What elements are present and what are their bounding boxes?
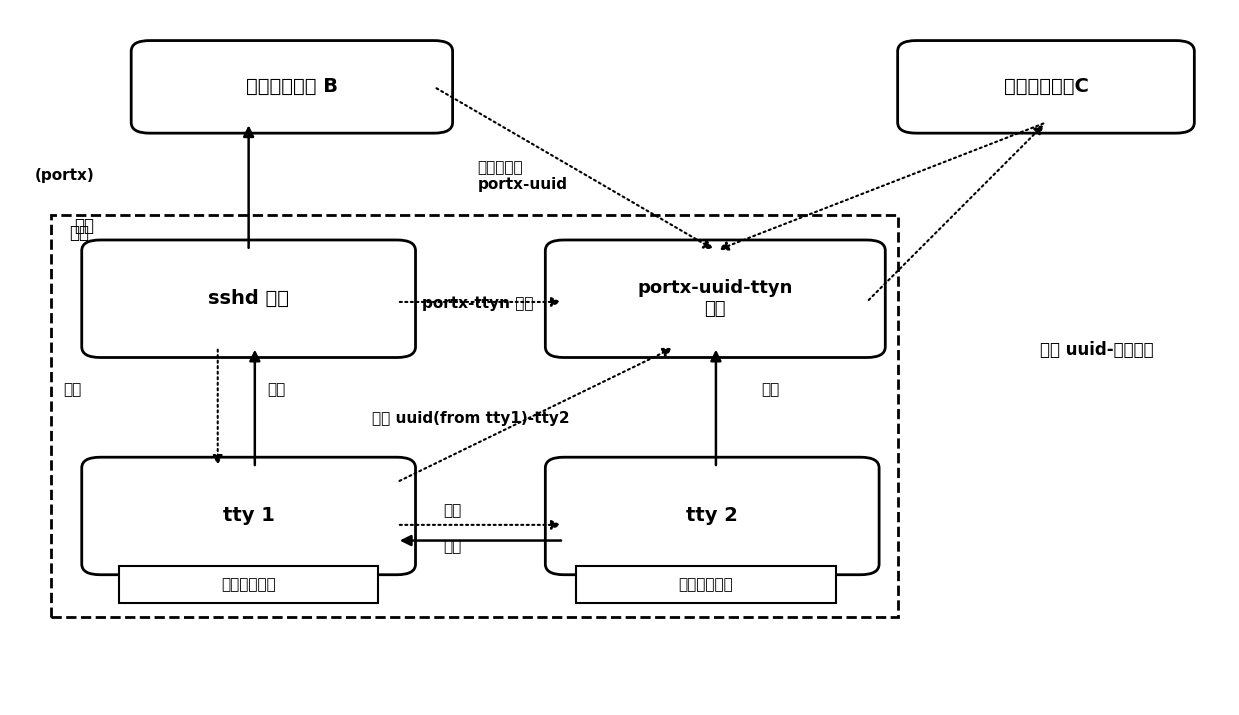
Bar [51,215,897,618]
Text: 上报 uuid-入侵事件: 上报 uuid-入侵事件 [1040,341,1154,360]
FancyBboxPatch shape [545,240,886,358]
Text: (portx): (portx) [35,169,94,183]
Text: 流量: 流量 [74,217,94,235]
FancyBboxPatch shape [82,457,415,575]
Text: 密缝: 密缝 [69,224,89,242]
FancyBboxPatch shape [545,457,880,575]
Text: 事件收集引擎: 事件收集引擎 [679,577,733,592]
Text: sshd 进程: sshd 进程 [208,290,289,308]
FancyBboxPatch shape [897,41,1194,133]
Text: 新建: 新建 [444,503,462,518]
Text: 事件收集引擎: 事件收集引擎 [222,577,276,592]
Text: 流量: 流量 [268,382,285,397]
FancyBboxPatch shape [131,41,452,133]
Text: 查询: 查询 [762,382,779,397]
Text: portx-ttyn 关系: portx-ttyn 关系 [421,296,533,311]
Bar [119,566,378,603]
Text: 消息处理模块 B: 消息处理模块 B [245,77,338,97]
Bar [576,566,836,603]
FancyBboxPatch shape [82,240,415,358]
Text: 新增 uuid(from tty1)-tty2: 新增 uuid(from tty1)-tty2 [372,410,570,425]
Text: tty 1: tty 1 [223,506,275,526]
Text: 流量: 流量 [444,538,462,553]
Text: 创建或清除
portx-uuid: 创建或清除 portx-uuid [477,159,567,192]
Text: portx-uuid-ttyn
列表: portx-uuid-ttyn 列表 [638,280,793,318]
Text: tty 2: tty 2 [686,506,738,526]
Text: 系统服务模块C: 系统服务模块C [1004,77,1088,97]
Text: 分配: 分配 [63,382,82,397]
